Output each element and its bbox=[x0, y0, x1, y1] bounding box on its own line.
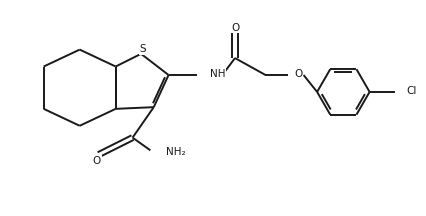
Text: O: O bbox=[294, 69, 302, 79]
Text: NH₂: NH₂ bbox=[166, 148, 185, 157]
Text: Cl: Cl bbox=[406, 86, 417, 96]
Text: O: O bbox=[232, 23, 240, 33]
Text: O: O bbox=[92, 156, 101, 166]
Text: NH: NH bbox=[210, 69, 225, 79]
Text: S: S bbox=[140, 44, 147, 54]
